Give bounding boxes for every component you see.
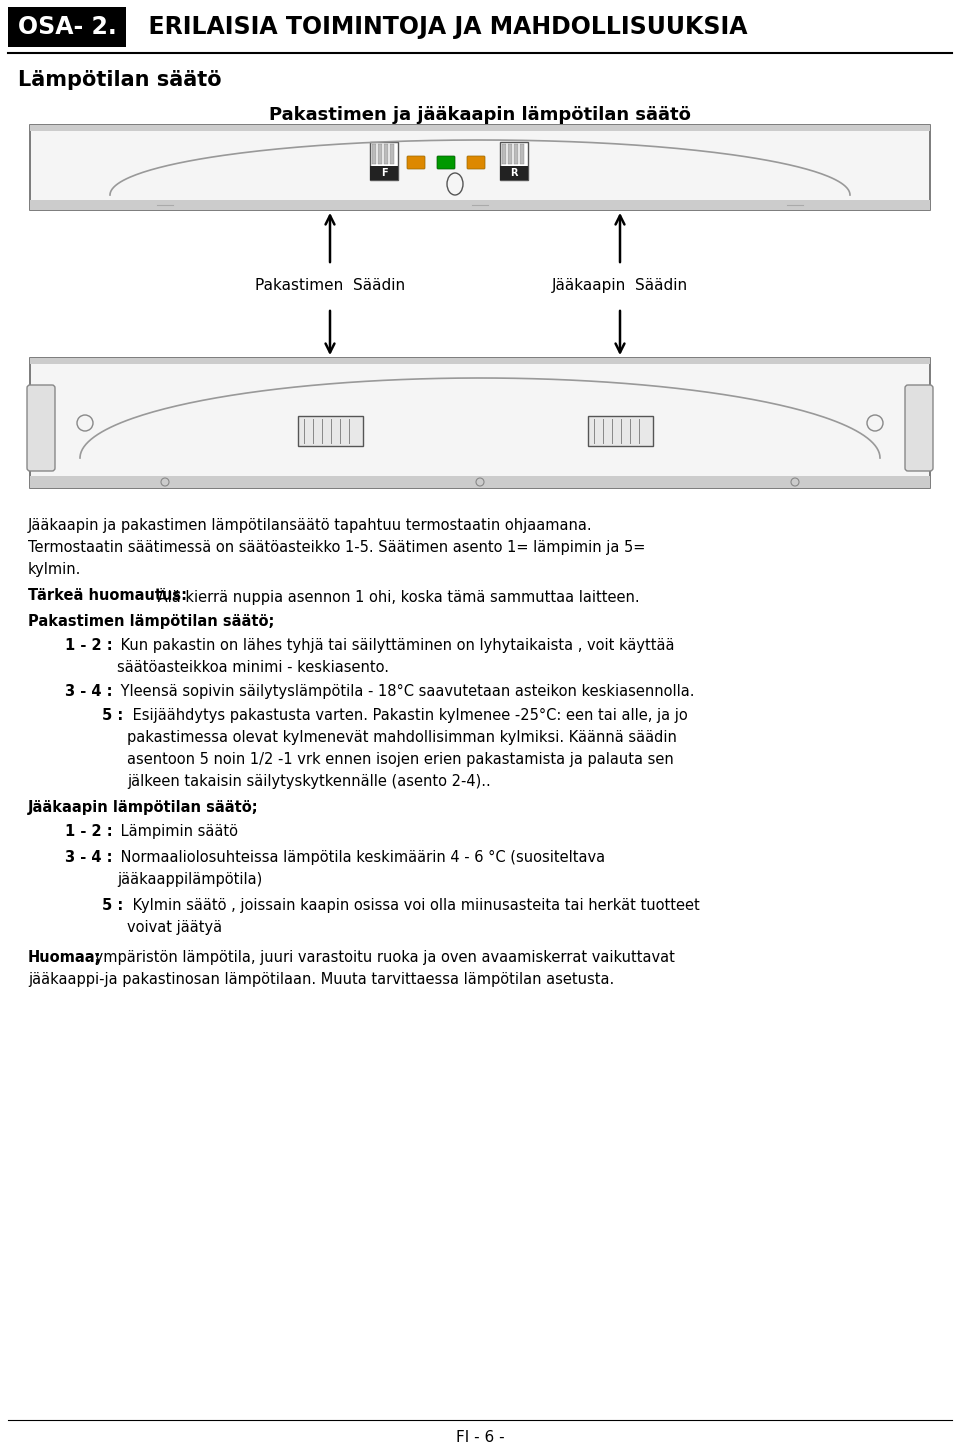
Text: Lämpimin säätö: Lämpimin säätö (116, 824, 238, 840)
Bar (30, 125, 930, 131)
Bar (372, 144, 376, 164)
Text: Pakastimen lämpötilan säätö;: Pakastimen lämpötilan säätö; (28, 614, 275, 629)
Text: Pakastimen ja jääkaapin lämpötilan säätö: Pakastimen ja jääkaapin lämpötilan säätö (269, 106, 691, 124)
Text: Kylmin säätö , joissain kaapin osissa voi olla miinusasteita tai herkät tuotteet: Kylmin säätö , joissain kaapin osissa vo… (128, 898, 699, 912)
Bar (298, 416, 363, 447)
Bar (370, 143, 398, 180)
Text: jälkeen takaisin säilytyskytkennälle (asento 2-4)..: jälkeen takaisin säilytyskytkennälle (as… (127, 774, 491, 789)
Text: kylmin.: kylmin. (28, 562, 82, 578)
FancyBboxPatch shape (467, 156, 485, 169)
FancyBboxPatch shape (27, 386, 55, 471)
Text: jääkaappi-ja pakastinosan lämpötilaan. Muuta tarvittaessa lämpötilan asetusta.: jääkaappi-ja pakastinosan lämpötilaan. M… (28, 972, 614, 986)
Bar (520, 144, 524, 164)
Bar (500, 166, 528, 180)
Bar (30, 125, 930, 210)
FancyBboxPatch shape (407, 156, 425, 169)
Text: 1 - 2 :: 1 - 2 : (65, 637, 112, 653)
FancyBboxPatch shape (905, 386, 933, 471)
Text: 3 - 4 :: 3 - 4 : (65, 850, 112, 866)
Bar (508, 144, 512, 164)
Text: Jääkaapin  Säädin: Jääkaapin Säädin (552, 278, 688, 292)
FancyBboxPatch shape (437, 156, 455, 169)
Bar (370, 166, 398, 180)
Text: OSA- 2.: OSA- 2. (17, 15, 116, 39)
Bar (514, 144, 518, 164)
Text: Jääkaapin lämpötilan säätö;: Jääkaapin lämpötilan säätö; (28, 800, 258, 815)
Text: 1 - 2 :: 1 - 2 : (65, 824, 112, 840)
Text: Lämpötilan säätö: Lämpötilan säätö (18, 70, 222, 90)
Text: Älä kierrä nuppia asennon 1 ohi, koska tämä sammuttaa laitteen.: Älä kierrä nuppia asennon 1 ohi, koska t… (153, 588, 639, 605)
Text: 5 :: 5 : (102, 898, 123, 912)
Text: Termostaatin säätimessä on säätöasteikko 1-5. Säätimen asento 1= lämpimin ja 5=: Termostaatin säätimessä on säätöasteikko… (28, 540, 645, 554)
Text: pakastimessa olevat kylmenevät mahdollisimman kylmiksi. Käännä säädin: pakastimessa olevat kylmenevät mahdollis… (127, 730, 677, 745)
Text: F: F (381, 167, 387, 178)
Text: Esijäähdytys pakastusta varten. Pakastin kylmenee -25°C: een tai alle, ja jo: Esijäähdytys pakastusta varten. Pakastin… (128, 709, 687, 723)
Text: ERILAISIA TOIMINTOJA JA MAHDOLLISUUKSIA: ERILAISIA TOIMINTOJA JA MAHDOLLISUUKSIA (132, 15, 748, 39)
Text: 3 - 4 :: 3 - 4 : (65, 684, 112, 698)
Bar (30, 476, 930, 487)
Bar (30, 358, 930, 487)
Text: Huomaa;: Huomaa; (28, 950, 102, 965)
Text: Kun pakastin on lähes tyhjä tai säilyttäminen on lyhytaikaista , voit käyttää: Kun pakastin on lähes tyhjä tai säilyttä… (116, 637, 675, 653)
Text: R: R (511, 167, 517, 178)
Text: Tärkeä huomautus:: Tärkeä huomautus: (28, 588, 187, 602)
Text: ympäristön lämpötila, juuri varastoitu ruoka ja oven avaamiskerrat vaikuttavat: ympäristön lämpötila, juuri varastoitu r… (90, 950, 675, 965)
Bar (30, 199, 930, 210)
Text: jääkaappilämpötila): jääkaappilämpötila) (117, 872, 262, 888)
Text: FI - 6 -: FI - 6 - (456, 1429, 504, 1445)
Bar (384, 144, 388, 164)
Text: Jääkaapin ja pakastimen lämpötilansäätö tapahtuu termostaatin ohjaamana.: Jääkaapin ja pakastimen lämpötilansäätö … (28, 518, 592, 533)
Bar (390, 144, 394, 164)
Text: säätöasteikkoa minimi - keskiasento.: säätöasteikkoa minimi - keskiasento. (117, 661, 389, 675)
Bar (30, 358, 930, 364)
Bar (378, 144, 382, 164)
Bar (502, 144, 506, 164)
Text: asentoon 5 noin 1/2 -1 vrk ennen isojen erien pakastamista ja palauta sen: asentoon 5 noin 1/2 -1 vrk ennen isojen … (127, 752, 674, 767)
Text: voivat jäätyä: voivat jäätyä (127, 920, 222, 936)
Bar (500, 143, 528, 180)
Text: Yleensä sopivin säilytyslämpötila - 18°C saavutetaan asteikon keskiasennolla.: Yleensä sopivin säilytyslämpötila - 18°C… (116, 684, 695, 698)
Bar (8, 7, 126, 47)
Bar (588, 416, 653, 447)
Text: 5 :: 5 : (102, 709, 123, 723)
Text: Normaaliolosuhteissa lämpötila keskimäärin 4 - 6 °C (suositeltava: Normaaliolosuhteissa lämpötila keskimäär… (116, 850, 606, 866)
Text: Pakastimen  Säädin: Pakastimen Säädin (255, 278, 405, 292)
